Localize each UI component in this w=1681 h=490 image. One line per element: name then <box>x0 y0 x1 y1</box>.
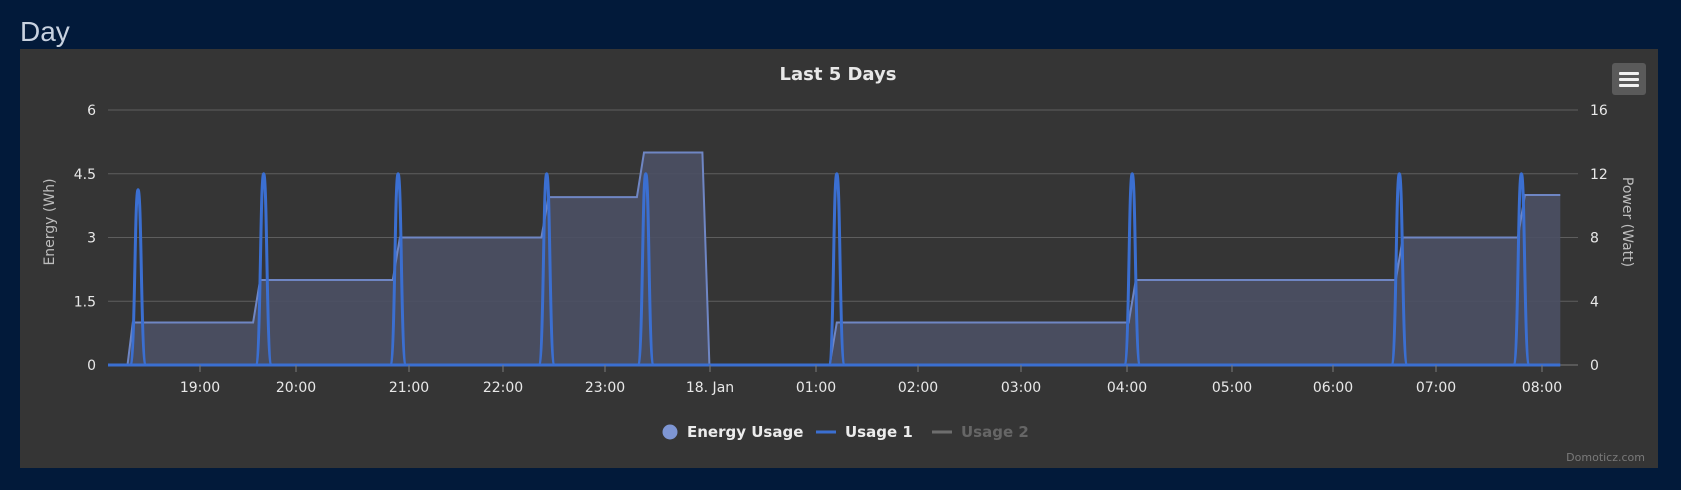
legend: Energy Usage Usage 1 Usage 2 <box>662 423 1029 441</box>
usage1-spike <box>1122 172 1142 367</box>
y-right-tick-label: 8 <box>1590 231 1599 247</box>
x-tick-label: 07:00 <box>1416 380 1456 396</box>
y-right-tick-label: 12 <box>1590 167 1608 183</box>
x-tick-label: 04:00 <box>1107 380 1147 396</box>
hamburger-menu-icon <box>1619 72 1639 75</box>
y-left-tick-label: 4.5 <box>74 167 96 183</box>
x-tick-label: 21:00 <box>389 380 429 396</box>
x-tick-label: 18. Jan <box>686 380 734 396</box>
y-axis-left-label: Energy (Wh) <box>42 178 58 265</box>
section-title: Day <box>20 16 70 47</box>
usage1-spike <box>1511 172 1531 367</box>
chart-menu-button[interactable] <box>1612 63 1646 95</box>
usage1-spike <box>254 172 274 367</box>
usage1-spike <box>636 172 656 367</box>
x-tick-label: 01:00 <box>796 380 836 396</box>
axes: 0 1.5 3 4.5 6 0 4 8 12 16 19:00 20:00 21:00 22:00 23:0… <box>74 103 1608 396</box>
x-tick-label: 06:00 <box>1313 380 1353 396</box>
x-tick-label: 19:00 <box>180 380 220 396</box>
usage1-spike <box>827 172 847 367</box>
y-right-tick-label: 16 <box>1590 103 1608 119</box>
x-tick-label: 22:00 <box>483 380 523 396</box>
y-left-tick-label: 0 <box>87 358 96 374</box>
y-right-tick-label: 4 <box>1590 294 1599 310</box>
energy-usage-area <box>108 152 1561 365</box>
legend-energy-usage-marker <box>662 424 678 440</box>
x-tick-label: 23:00 <box>585 380 625 396</box>
x-tick-label: 08:00 <box>1522 380 1562 396</box>
y-left-tick-label: 6 <box>87 103 96 119</box>
legend-usage1[interactable]: Usage 1 <box>845 423 913 441</box>
usage1-spike <box>537 172 557 367</box>
x-tick-label: 03:00 <box>1001 380 1041 396</box>
legend-usage2[interactable]: Usage 2 <box>961 423 1029 441</box>
legend-energy-usage[interactable]: Energy Usage <box>687 423 803 441</box>
y-right-tick-label: 0 <box>1590 358 1599 374</box>
usage1-spike <box>388 172 408 367</box>
y-left-tick-label: 3 <box>87 231 96 247</box>
x-tick-label: 02:00 <box>898 380 938 396</box>
y-left-tick-label: 1.5 <box>74 294 96 310</box>
x-tick-label: 05:00 <box>1212 380 1252 396</box>
y-axis-right-label: Power (Watt) <box>1619 177 1635 267</box>
usage1-spike <box>128 188 148 367</box>
usage1-spike <box>1389 172 1409 367</box>
chart-title: Last 5 Days <box>780 64 897 85</box>
energy-usage-line <box>108 151 1561 366</box>
credit-link[interactable]: Domoticz.com <box>1566 451 1645 464</box>
x-tick-label: 20:00 <box>276 380 316 396</box>
series-layer <box>108 151 1561 367</box>
